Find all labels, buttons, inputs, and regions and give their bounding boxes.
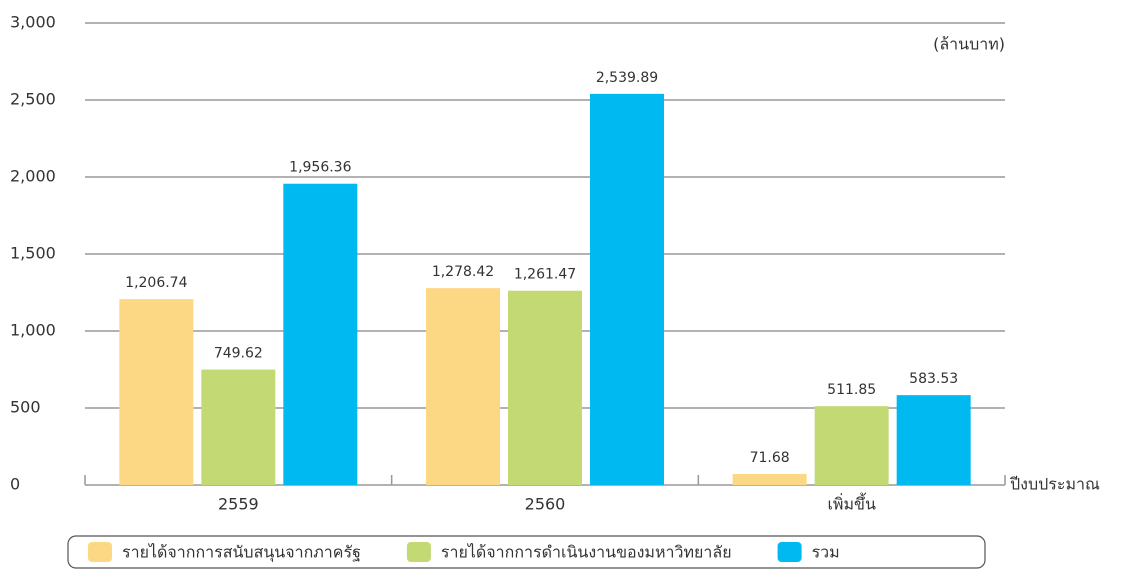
y-tick-label: 2,500 [10,90,56,109]
y-tick-label: 1,500 [10,244,56,263]
y-tick-label: 2,000 [10,167,56,186]
bar [590,93,664,486]
x-tick-label: เพิ่มขึ้น [827,493,876,514]
value-label: 1,278.42 [432,264,494,280]
y-tick-label: 3,000 [10,13,56,32]
bar [508,290,582,485]
value-label: 2,539.89 [596,70,658,86]
x-axis-label: ปีงบประมาณ [1010,475,1100,494]
bar [896,395,971,485]
legend-swatch [777,542,802,562]
y-unit: (ล้านบาท) [933,35,1005,54]
y-tick-label: 500 [10,398,41,417]
value-label: 749.62 [214,346,263,362]
value-label: 583.53 [909,371,958,387]
bar [283,183,358,485]
value-label: 71.68 [750,450,790,466]
legend-swatch [406,542,431,562]
legend-box [67,535,986,569]
x-tick-label: 2560 [525,495,566,514]
value-label: 511.85 [827,382,876,398]
y-tick-label: 0 [10,475,20,494]
legend-label: รายได้จากการสนับสนุนจากภาครัฐ [122,543,361,563]
value-label: 1,956.36 [289,160,351,176]
bar [426,288,500,485]
value-label: 1,206.74 [125,275,187,291]
bar [814,406,889,485]
bar [201,369,276,485]
x-tick-label: 2559 [218,495,259,514]
bar [119,299,194,485]
legend-label: รายได้จากการดำเนินงานของมหาวิทยาลัย [441,543,732,562]
legend-label: รวม [812,543,840,562]
value-label: 1,261.47 [514,267,576,283]
legend-swatch [88,542,112,562]
bar [732,473,807,485]
y-tick-label: 1,000 [10,321,56,340]
